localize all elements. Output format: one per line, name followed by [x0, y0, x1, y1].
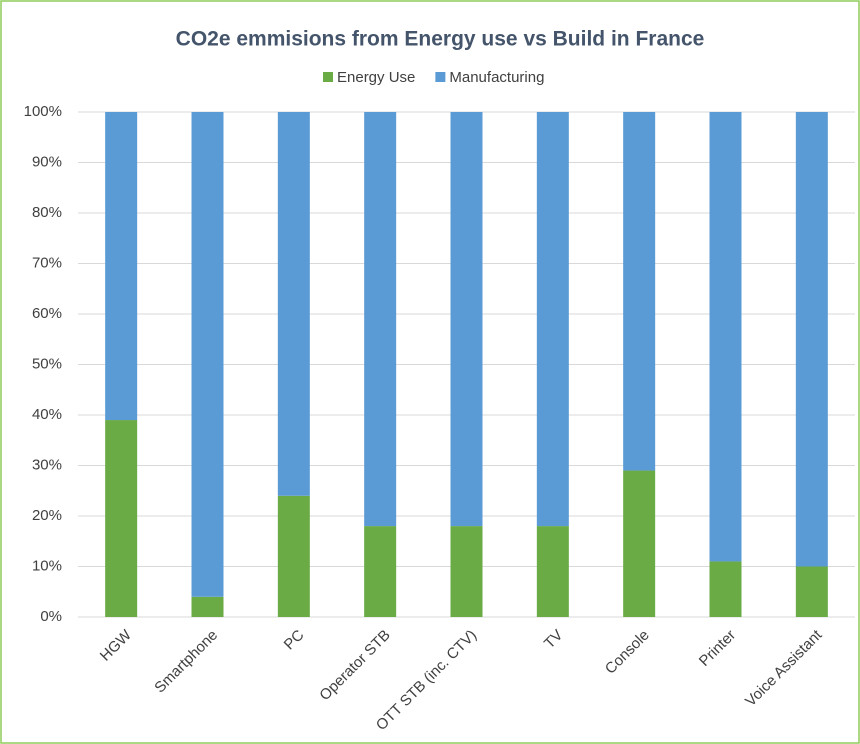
legend-swatch — [323, 72, 333, 82]
legend-swatch — [435, 72, 446, 82]
bar-segment — [536, 112, 569, 527]
y-tick-label: 40% — [32, 406, 62, 423]
y-tick-label: 0% — [40, 608, 62, 625]
y-tick-label: 10% — [32, 557, 62, 574]
y-tick-label: 60% — [32, 305, 62, 322]
bar-segment — [623, 112, 656, 471]
bar-segment — [709, 112, 742, 562]
bar-segment — [277, 112, 310, 496]
y-tick-label: 20% — [32, 507, 62, 524]
y-tick-label: 80% — [32, 204, 62, 221]
bar-segment — [364, 112, 397, 527]
bar-segment — [623, 470, 656, 617]
bar-segment — [191, 596, 224, 617]
bar-segment — [450, 112, 483, 527]
bar-segment — [450, 526, 483, 617]
legend-label: Energy Use — [337, 69, 415, 86]
y-tick-label: 30% — [32, 456, 62, 473]
bar-segment — [795, 112, 828, 567]
chart-title: CO2e emmisions from Energy use vs Build … — [176, 28, 705, 51]
bar-segment — [795, 566, 828, 617]
bar-segment — [277, 495, 310, 617]
bar-segment — [105, 112, 138, 421]
bar-segment — [191, 112, 224, 597]
bar-segment — [105, 420, 138, 617]
y-tick-label: 50% — [32, 355, 62, 372]
y-tick-label: 100% — [24, 103, 62, 120]
legend-label: Manufacturing — [449, 69, 544, 86]
bar-segment — [536, 526, 569, 617]
bar-segment — [364, 526, 397, 617]
y-tick-label: 70% — [32, 254, 62, 271]
bar-segment — [709, 561, 742, 617]
y-tick-label: 90% — [32, 153, 62, 170]
